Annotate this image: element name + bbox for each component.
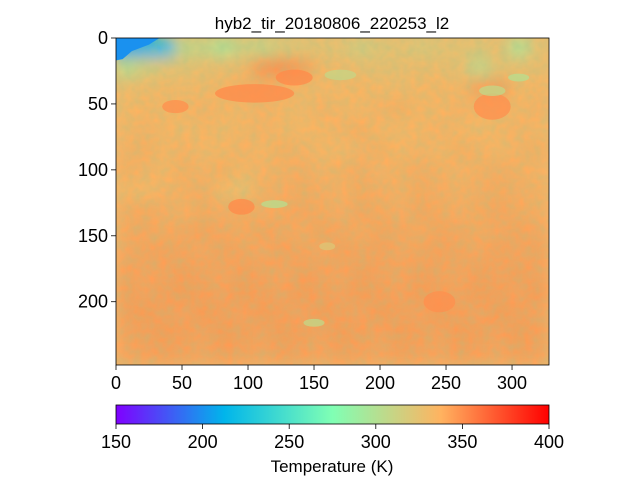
colorbar-tick-label: 400: [534, 432, 564, 452]
x-tick-label: 200: [365, 373, 395, 393]
plot-area: [116, 38, 549, 365]
y-tick-label: 100: [78, 160, 108, 180]
heatmap-cell: [116, 38, 160, 61]
heatmap-cell: [303, 318, 325, 327]
heatmap-cell: [162, 99, 189, 114]
heatmap-cell: [508, 73, 530, 82]
heatmap-cell: [473, 93, 511, 120]
x-tick-label: 250: [431, 373, 461, 393]
colorbar-tick-label: 250: [274, 432, 304, 452]
x-tick-label: 150: [299, 373, 329, 393]
x-axis: 0 50 100 150 200 250 300: [111, 365, 527, 393]
y-tick-label: 200: [78, 292, 108, 312]
y-tick-label: 150: [78, 226, 108, 246]
colorbar-tick-label: 200: [188, 432, 218, 452]
heatmap-cell: [423, 291, 456, 313]
heatmap-cell: [261, 200, 288, 209]
colorbar-ticks: 150 200 250 300 350 400: [101, 424, 564, 452]
colorbar-tick-label: 300: [361, 432, 391, 452]
colorbar-tick-label: 150: [101, 432, 131, 452]
y-tick-label: 0: [98, 28, 108, 48]
x-tick-label: 50: [172, 373, 192, 393]
plot-frame: [115, 37, 550, 366]
heatmap-texture: [116, 38, 549, 365]
heatmap-cell: [479, 85, 506, 97]
y-tick-label: 50: [88, 94, 108, 114]
colorbar-gradient: [115, 404, 550, 425]
x-tick-label: 300: [497, 373, 527, 393]
colorbar: 150 200 250 300 350 400 Temperature (K): [101, 404, 564, 476]
heatmap-features: [116, 38, 530, 327]
x-tick-label: 0: [111, 373, 121, 393]
heatmap-cell: [319, 242, 336, 251]
x-tick-label: 100: [233, 373, 263, 393]
colorbar-tick-label: 350: [447, 432, 477, 452]
colorbar-label: Temperature (K): [271, 457, 394, 476]
heatmap-cell: [215, 84, 295, 103]
heatmap-cell: [324, 69, 357, 81]
chart-title: hyb2_tir_20180806_220253_l2: [215, 14, 449, 33]
heatmap-cell: [228, 198, 255, 215]
heatmap-cell: [275, 69, 313, 86]
y-axis: 0 50 100 150 200: [78, 28, 116, 312]
